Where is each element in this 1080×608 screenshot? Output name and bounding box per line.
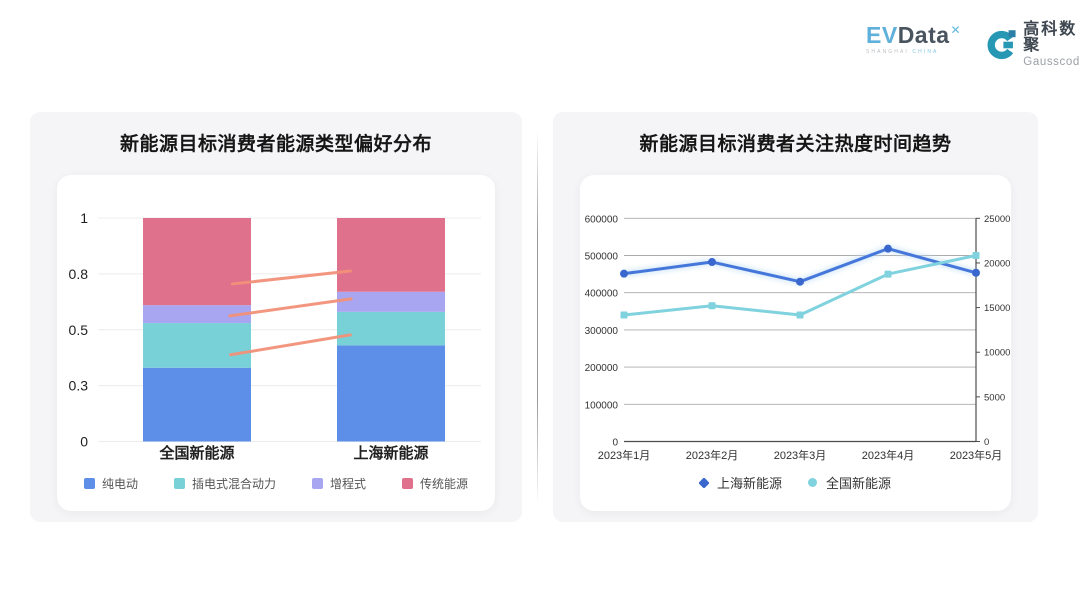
- bar-y-tick-label: 0.3: [69, 378, 89, 394]
- legend-item-pure-electric[interactable]: 纯电动: [83, 475, 138, 492]
- bar-y-tick-label: 0.8: [69, 266, 89, 282]
- evdata-sub-left: SHANGHAI: [866, 49, 909, 55]
- legend-diamond-icon: [698, 476, 710, 489]
- bar-chart-legend: 纯电动 插电式混合动力 增程式 传统能源: [57, 475, 495, 492]
- gausscode-name-cn: 高科数聚: [1023, 21, 1078, 54]
- right-axis-tick-label: 25000: [984, 214, 1010, 225]
- evdata-wordmark: EVData✕: [866, 24, 961, 47]
- legend-label: 增程式: [330, 477, 367, 491]
- x-axis-tick-label: 2023年3月: [774, 448, 827, 462]
- bar-segment[interactable]: [143, 218, 251, 306]
- bar-segment[interactable]: [337, 218, 445, 292]
- evdata-subtitle: SHANGHAI CHINA: [866, 50, 961, 55]
- gausscode-g-icon: [987, 30, 1016, 60]
- legend-swatch-erev: [312, 478, 323, 489]
- left-axis-tick-label: 0: [612, 438, 618, 449]
- legend-item-traditional[interactable]: 传统能源: [402, 475, 468, 492]
- right-axis-tick-label: 10000: [984, 348, 1010, 359]
- data-point-national[interactable]: [620, 311, 628, 319]
- bar-category-label: 全国新能源: [158, 444, 234, 462]
- legend-label: 传统能源: [420, 477, 469, 491]
- evdata-data-text: Data: [897, 22, 950, 48]
- bar-segment[interactable]: [143, 367, 251, 442]
- data-point-shanghai[interactable]: [884, 244, 892, 253]
- legend-label: 纯电动: [101, 477, 138, 491]
- gausscode-name-en: Gausscode: [1023, 56, 1080, 68]
- left-axis-tick-label: 100000: [585, 400, 619, 411]
- left-axis-tick-label: 500000: [585, 252, 619, 263]
- gausscode-logo: 高科数聚 Gausscode: [986, 22, 1080, 69]
- data-point-national[interactable]: [972, 252, 980, 259]
- legend-label: 插电式混合动力: [191, 477, 276, 491]
- bar-y-tick-label: 0.5: [69, 322, 89, 338]
- left-axis-tick-label: 400000: [585, 289, 619, 300]
- legend-swatch-phev: [173, 478, 185, 489]
- data-point-national[interactable]: [708, 302, 716, 310]
- line-chart-title: 新能源目标消费者关注热度时间趋势: [639, 134, 952, 155]
- legend-item-erev[interactable]: 增程式: [312, 475, 366, 492]
- bar-chart-card: 新能源目标消费者能源类型偏好分布 0 0.3 0.5 0.8 1 全国新能源 上海新能源 纯…: [30, 112, 522, 522]
- right-axis-tick-label: 20000: [984, 258, 1010, 269]
- right-axis-tick-label: 15000: [984, 303, 1010, 314]
- legend-item-national[interactable]: 全国新能源: [808, 473, 891, 492]
- data-point-national[interactable]: [884, 270, 892, 278]
- line-chart: 0 100000 200000 300000 400000 500000 600000 0 50…: [585, 214, 1011, 462]
- bar-segment[interactable]: [143, 305, 251, 324]
- x-axis-tick-label: 2023年5月: [950, 448, 1003, 462]
- evdata-x-icon: ✕: [950, 23, 962, 37]
- data-point-shanghai[interactable]: [708, 258, 716, 267]
- bar-chart: 0 0.3 0.5 0.8 1 全国新能源 上海新能源: [69, 210, 481, 462]
- bar-category-label: 上海新能源: [353, 444, 428, 462]
- line-chart-panel: 0 100000 200000 300000 400000 500000 600000 0 50…: [580, 175, 1011, 511]
- right-axis-tick-label: 5000: [984, 392, 1005, 403]
- connector-line: [230, 269, 352, 286]
- line-chart-legend: 上海新能源 全国新能源: [580, 473, 1011, 492]
- connector-line: [228, 297, 353, 318]
- legend-item-phev[interactable]: 插电式混合动力: [173, 475, 276, 492]
- data-point-shanghai[interactable]: [972, 268, 980, 277]
- card-divider: [537, 130, 538, 505]
- right-axis-tick-label: 0: [984, 437, 989, 448]
- bar-segment[interactable]: [337, 291, 445, 312]
- evdata-sub-right: CHINA: [912, 49, 939, 55]
- x-axis-tick-label: 2023年4月: [862, 448, 915, 462]
- left-axis-tick-label: 600000: [585, 214, 619, 225]
- bar-segment[interactable]: [143, 323, 251, 368]
- line-chart-card: 新能源目标消费者关注热度时间趋势 0 100000 200000 300000 4000…: [553, 112, 1038, 522]
- x-axis-tick-label: 2023年1月: [598, 448, 651, 462]
- bar-y-tick-label: 1: [80, 210, 88, 226]
- legend-swatch-pure-electric: [83, 478, 95, 489]
- legend-label: 上海新能源: [716, 476, 782, 491]
- evdata-logo: EVData✕ SHANGHAI CHINA: [866, 24, 961, 55]
- left-axis-tick-label: 200000: [585, 363, 619, 374]
- data-point-shanghai[interactable]: [796, 277, 804, 286]
- bar-segment[interactable]: [337, 311, 445, 346]
- bar-chart-panel: 0 0.3 0.5 0.8 1 全国新能源 上海新能源 纯电动 插电式混合动力 增程式 传统…: [57, 175, 495, 511]
- legend-label: 全国新能源: [826, 476, 892, 491]
- data-point-national[interactable]: [796, 311, 804, 319]
- data-point-shanghai[interactable]: [620, 269, 628, 278]
- legend-item-shanghai[interactable]: 上海新能源: [698, 473, 782, 492]
- legend-swatch-traditional: [402, 478, 414, 489]
- evdata-ev-text: EV: [866, 22, 898, 48]
- bar-chart-title: 新能源目标消费者能源类型偏好分布: [119, 134, 432, 155]
- left-axis-tick-label: 300000: [585, 326, 619, 337]
- bar-y-tick-label: 0: [80, 434, 88, 450]
- gausscode-text: 高科数聚 Gausscode: [1023, 22, 1080, 69]
- legend-circle-icon: [808, 478, 817, 487]
- connector-line: [229, 333, 352, 357]
- bar-segment[interactable]: [337, 345, 445, 442]
- x-axis-tick-label: 2023年2月: [686, 448, 739, 462]
